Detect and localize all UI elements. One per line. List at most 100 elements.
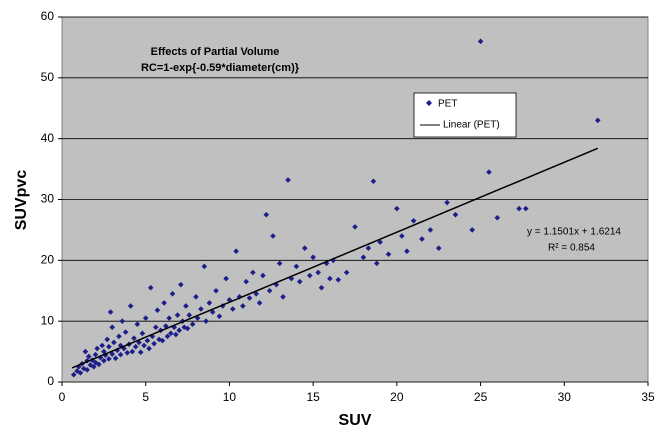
point [109, 324, 116, 331]
x-tick-label: 5 [142, 390, 149, 404]
x-tick-label: 30 [558, 390, 572, 404]
point [147, 284, 154, 291]
point [276, 260, 283, 267]
point [112, 355, 119, 362]
r-squared: R² = 0.854 [548, 243, 595, 254]
point [246, 295, 253, 301]
point [310, 254, 316, 261]
point [92, 359, 99, 366]
y-tick-label: 0 [47, 374, 54, 388]
x-tick-label: 35 [641, 390, 655, 404]
y-tick-label: 20 [41, 253, 55, 267]
point [494, 214, 501, 221]
point [77, 370, 84, 376]
chart-subtitle: RC=1-exp{-0.59*diameter(cm)} [141, 62, 300, 74]
point [161, 300, 167, 306]
point [184, 325, 191, 332]
point [132, 343, 139, 350]
point [236, 294, 243, 300]
point [70, 371, 77, 378]
point [399, 233, 405, 239]
point [194, 315, 201, 321]
point [360, 254, 367, 261]
point [370, 178, 377, 185]
point [594, 117, 601, 124]
point [122, 329, 129, 335]
chart-title: Effects of Partial Volume [151, 46, 280, 58]
y-tick-label: 60 [41, 9, 55, 23]
point [106, 343, 112, 350]
point [154, 307, 161, 314]
point [99, 342, 105, 349]
y-tick-label: 10 [41, 313, 55, 327]
point [181, 324, 188, 331]
point [373, 260, 380, 267]
point [301, 245, 308, 251]
point [96, 361, 102, 368]
legend-label: Linear (PET) [443, 120, 500, 131]
point [84, 367, 90, 373]
point [159, 337, 166, 344]
y-tick-label: 30 [41, 192, 55, 206]
point [377, 239, 383, 245]
point [116, 333, 122, 340]
point [522, 205, 529, 212]
point [270, 233, 276, 239]
point [435, 245, 442, 251]
point [444, 199, 450, 206]
point [183, 303, 189, 309]
y-tick-label: 40 [41, 131, 55, 145]
point [178, 281, 184, 288]
point [168, 330, 174, 337]
point [106, 356, 112, 362]
point [206, 300, 213, 306]
point [164, 333, 171, 340]
point [330, 257, 337, 264]
point [82, 348, 89, 355]
point [253, 290, 260, 297]
point [404, 248, 410, 255]
point [139, 330, 146, 337]
point [137, 349, 144, 355]
point [156, 336, 162, 343]
point [250, 269, 256, 276]
point [266, 287, 273, 294]
point [173, 331, 179, 338]
point [141, 342, 147, 349]
point [169, 290, 176, 297]
point [293, 263, 300, 270]
point [419, 236, 425, 242]
point [152, 324, 159, 331]
point [260, 272, 266, 279]
point [516, 205, 522, 212]
point [477, 38, 484, 45]
point [306, 272, 313, 279]
point [117, 351, 124, 358]
point [102, 352, 109, 359]
point [296, 278, 303, 285]
point [151, 340, 157, 347]
point [452, 211, 459, 218]
point [229, 306, 236, 312]
trendline [71, 147, 599, 369]
point [104, 336, 111, 343]
point [427, 227, 434, 233]
point [263, 211, 270, 218]
point [174, 312, 181, 318]
point [146, 345, 152, 352]
point [201, 263, 208, 270]
point [209, 309, 216, 315]
point [109, 351, 116, 357]
point [243, 278, 249, 285]
point [469, 227, 475, 233]
equation: y = 1.1501x + 1.6214 [527, 227, 621, 238]
point [92, 351, 99, 358]
point [193, 294, 199, 300]
point [335, 277, 342, 283]
point [343, 269, 350, 276]
legend-box [413, 92, 517, 138]
point [163, 323, 169, 329]
point [486, 169, 492, 175]
point [288, 275, 295, 282]
point [131, 335, 137, 341]
